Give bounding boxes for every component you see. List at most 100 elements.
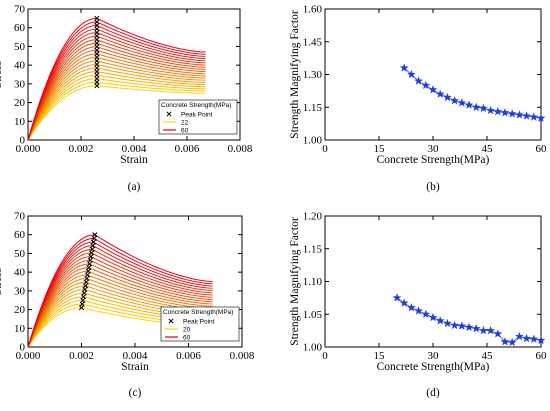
stress-strain-curve [27, 270, 213, 348]
data-point-star [435, 89, 445, 98]
stress-strain-curve [27, 56, 206, 141]
x-axis-label: Concrete Strength(MPa) [377, 361, 490, 373]
y-tick-label: 60 [14, 22, 26, 34]
data-point-star [507, 109, 517, 118]
data-point-star [399, 298, 409, 307]
data-point-star [471, 324, 481, 333]
plot-frame [324, 8, 542, 141]
x-tick-label: 60 [536, 143, 548, 155]
stress-strain-curve [27, 245, 213, 348]
stress-strain-curve [27, 256, 213, 348]
y-tick-label: 1.00 [303, 135, 323, 147]
stress-strain-curve [27, 39, 206, 141]
y-tick-label: 10 [14, 116, 26, 128]
y-axis-label: Stress [0, 267, 4, 295]
data-point-star [443, 318, 452, 328]
x-tick-label: 0 [322, 143, 328, 155]
x-tick-label: 60 [536, 350, 548, 362]
x-axis-label: Concrete Strength(MPa) [377, 154, 490, 166]
data-point-star [486, 326, 495, 335]
peak-point-marker [94, 15, 100, 21]
data-point-star [493, 329, 503, 338]
stress-strain-curve [27, 74, 206, 141]
y-axis-label: Strength Magnifying Factor [289, 217, 301, 346]
data-point-star [479, 326, 488, 335]
stress-strain-curve [27, 278, 213, 348]
x-tick-label: 30 [428, 143, 440, 155]
x-tick-label: 0.004 [122, 143, 147, 155]
legend-entry-low: 22 [181, 120, 189, 127]
data-point-star [450, 96, 459, 105]
data-point-star [464, 322, 474, 332]
legend-entry-peak: Peak Point [181, 112, 213, 119]
legend-entry-low: 20 [183, 327, 191, 334]
data-point-star [421, 309, 431, 318]
legend-entry-high: 60 [183, 335, 191, 342]
x-tick-label: 0.006 [175, 143, 200, 155]
y-axis-label: Strength Magnifying Factor [289, 10, 301, 139]
x-tick-label: 45 [482, 350, 494, 362]
legend-entry-peak: Peak Point [183, 319, 215, 326]
data-point-star [515, 331, 524, 341]
y-tick-label: 1.60 [303, 4, 323, 16]
panel-caption: (c) [129, 387, 142, 399]
data-point-star [536, 335, 546, 345]
y-tick-label: 1.00 [303, 342, 323, 354]
y-tick-label: 0 [20, 342, 26, 354]
y-tick-label: 1.15 [303, 102, 323, 114]
data-series-line [403, 67, 542, 119]
x-axis-label: Strain [120, 154, 148, 166]
data-point-star [428, 312, 438, 322]
legend-entry-high: 60 [181, 128, 189, 135]
panel-d-magnifying-factor-chart: 0 15 30 45 60 1.00 1.05 1.10 1.15 1.20 Concrete St… [289, 211, 547, 400]
data-point-star [457, 98, 467, 107]
x-tick-label: 15 [374, 350, 386, 362]
data-point-star [529, 112, 539, 121]
stress-strain-curve [27, 49, 206, 141]
stress-strain-curve [27, 60, 206, 141]
stress-strain-curve [27, 67, 206, 141]
y-tick-label: 50 [14, 41, 26, 53]
stress-strain-curve [27, 17, 206, 141]
data-point-star [421, 80, 431, 90]
y-tick-label: 1.20 [303, 211, 323, 223]
x-tick-label: 0.008 [230, 350, 255, 362]
y-axis-label: Stress [0, 60, 4, 88]
y-tick-label: 1.05 [303, 309, 323, 321]
y-tick-label: 0 [20, 135, 26, 147]
data-point-star [486, 105, 495, 115]
y-tick-label: 20 [14, 304, 26, 316]
stress-strain-curve [27, 21, 206, 141]
stress-strain-curve [27, 248, 213, 348]
y-tick-label: 70 [14, 4, 26, 16]
stress-strain-curve [27, 24, 206, 141]
data-point-star [507, 337, 517, 347]
y-tick-label: 20 [14, 97, 26, 109]
y-tick-label: 1.45 [303, 36, 323, 48]
stress-strain-curve [27, 71, 206, 141]
data-point-star [407, 69, 416, 79]
legend-title: Concrete Strength(MPa) [161, 102, 231, 109]
data-point-star [493, 106, 503, 116]
x-axis-label: Strain [121, 361, 149, 373]
panel-a-stress-strain-chart: 0.000 0.002 0.004 0.006 0.008 0 10 20 30 40 50 60 70… [0, 4, 253, 194]
data-point-star [399, 63, 409, 72]
x-tick-label: 30 [428, 350, 440, 362]
data-point-star [522, 111, 531, 120]
data-point-star [536, 113, 546, 122]
x-tick-label: 0.008 [228, 143, 253, 155]
stress-strain-curve [27, 42, 206, 141]
data-point-star [407, 303, 416, 312]
panel-caption: (b) [426, 181, 440, 193]
y-tick-label: 1.15 [303, 243, 323, 255]
stress-strain-curve [27, 53, 206, 141]
legend-peak-marker [168, 318, 174, 324]
stress-strain-curve [27, 46, 206, 141]
data-point-star [471, 102, 481, 111]
x-tick-label: 15 [374, 143, 386, 155]
stress-strain-curve [27, 35, 206, 141]
y-tick-label: 50 [14, 248, 26, 260]
data-point-star [392, 293, 402, 302]
legend-title: Concrete Strength(MPa) [163, 309, 233, 316]
